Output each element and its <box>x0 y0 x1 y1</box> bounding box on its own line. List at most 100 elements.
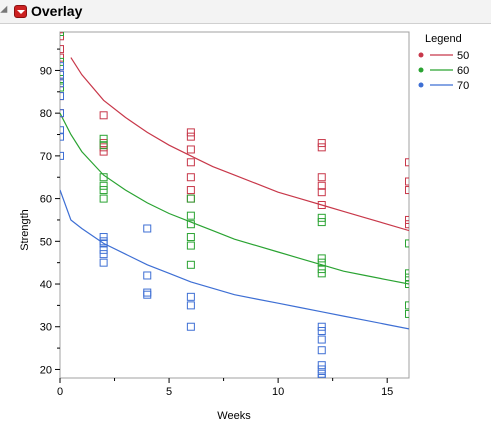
y-axis-title: Strength <box>19 209 31 251</box>
data-point-50 <box>186 186 195 195</box>
data-point-60 <box>317 265 326 274</box>
y-tick-label: 60 <box>40 194 52 206</box>
data-point-60 <box>60 74 64 83</box>
data-point-60 <box>99 173 108 182</box>
y-tick-label: 90 <box>40 65 52 77</box>
data-point-60 <box>317 258 326 267</box>
data-point-60 <box>405 309 409 318</box>
report-header: Overlay <box>0 0 491 24</box>
data-point-60 <box>186 211 195 220</box>
red-triangle-menu-icon[interactable] <box>14 5 27 18</box>
data-point-50 <box>405 215 409 224</box>
data-point-60 <box>405 280 409 289</box>
data-point-50 <box>317 181 326 190</box>
data-point-50 <box>60 45 64 54</box>
data-point-70 <box>99 239 108 248</box>
x-tick-label: 10 <box>272 386 284 398</box>
legend: Legend 50 60 70 <box>418 33 469 92</box>
data-point-50 <box>405 177 409 186</box>
fit-line-50 <box>70 57 409 232</box>
x-tick-label: 0 <box>57 386 63 398</box>
data-point-70 <box>99 258 108 267</box>
data-point-50 <box>317 139 326 148</box>
data-point-70 <box>186 301 195 310</box>
data-point-60 <box>405 269 409 278</box>
data-point-70 <box>143 290 152 299</box>
data-point-50 <box>317 201 326 209</box>
data-point-70 <box>186 322 195 331</box>
y-tick-label: 80 <box>40 108 52 120</box>
legend-marker-60 <box>418 67 424 73</box>
data-point-50 <box>317 173 326 182</box>
data-point-60 <box>99 134 108 143</box>
data-point-70 <box>186 292 195 301</box>
data-point-70 <box>317 361 326 370</box>
y-tick-label: 30 <box>40 322 52 334</box>
data-point-50 <box>405 158 409 167</box>
data-point-50 <box>186 158 195 167</box>
data-point-50 <box>60 32 64 41</box>
plot-area <box>59 31 410 379</box>
data-point-60 <box>99 186 108 195</box>
data-point-70 <box>60 132 64 141</box>
data-point-50 <box>186 173 195 182</box>
data-point-50 <box>186 128 195 137</box>
data-point-70 <box>317 365 326 374</box>
data-point-60 <box>405 273 409 282</box>
data-point-50 <box>186 132 195 141</box>
data-point-50 <box>99 111 108 120</box>
legend-label-70: 70 <box>457 80 469 92</box>
y-tick-label: 70 <box>40 151 52 163</box>
axes: 0 5 10 15 20 30 40 50 60 70 80 90 <box>40 48 393 398</box>
data-point-50 <box>405 220 409 229</box>
data-point-50 <box>99 147 108 156</box>
data-point-60 <box>60 83 64 92</box>
data-point-70 <box>60 151 64 160</box>
plot-frame <box>59 31 410 379</box>
data-point-70 <box>317 369 326 378</box>
data-point-60 <box>317 218 326 227</box>
data-point-60 <box>186 233 195 242</box>
data-point-60 <box>99 141 108 150</box>
data-point-60 <box>317 254 326 263</box>
data-point-60 <box>405 301 409 310</box>
data-point-60 <box>186 241 195 250</box>
data-point-70 <box>99 233 108 242</box>
data-point-70 <box>99 250 108 259</box>
legend-marker-70 <box>418 82 424 88</box>
data-point-60 <box>99 181 108 190</box>
data-point-60 <box>186 220 195 229</box>
data-point-60 <box>317 269 326 278</box>
data-point-50 <box>186 145 195 154</box>
report-title: Overlay <box>31 3 83 19</box>
data-point-70 <box>60 126 64 135</box>
data-point-50 <box>405 186 409 195</box>
data-point-70 <box>317 335 326 344</box>
disclosure-triangle-icon[interactable] <box>0 5 11 17</box>
legend-marker-50 <box>418 52 424 58</box>
legend-items: 50 60 70 <box>418 50 469 92</box>
data-point-50 <box>60 53 64 62</box>
data-point-60 <box>186 194 195 203</box>
legend-label-50: 50 <box>457 50 469 62</box>
data-point-70 <box>60 109 64 118</box>
data-point-60 <box>317 213 326 222</box>
overlay-plot: 0 5 10 15 20 30 40 50 60 70 80 90 Weeks Strength <box>19 31 410 422</box>
x-tick-label: 15 <box>381 386 393 398</box>
data-point-60 <box>186 260 195 269</box>
data-point-70 <box>60 70 64 79</box>
data-point-60 <box>60 57 64 66</box>
data-point-60 <box>99 194 108 203</box>
data-point-70 <box>317 374 326 378</box>
data-point-70 <box>60 62 64 71</box>
fit-line-60 <box>60 112 409 285</box>
data-point-70 <box>143 271 152 280</box>
data-point-70 <box>99 245 108 254</box>
data-point-70 <box>317 322 326 331</box>
legend-title: Legend <box>425 33 462 45</box>
data-point-70 <box>60 92 64 101</box>
data-point-70 <box>60 79 64 88</box>
data-point-70 <box>317 346 326 355</box>
y-tick-label: 20 <box>40 364 52 376</box>
y-tick-label: 50 <box>40 236 52 248</box>
